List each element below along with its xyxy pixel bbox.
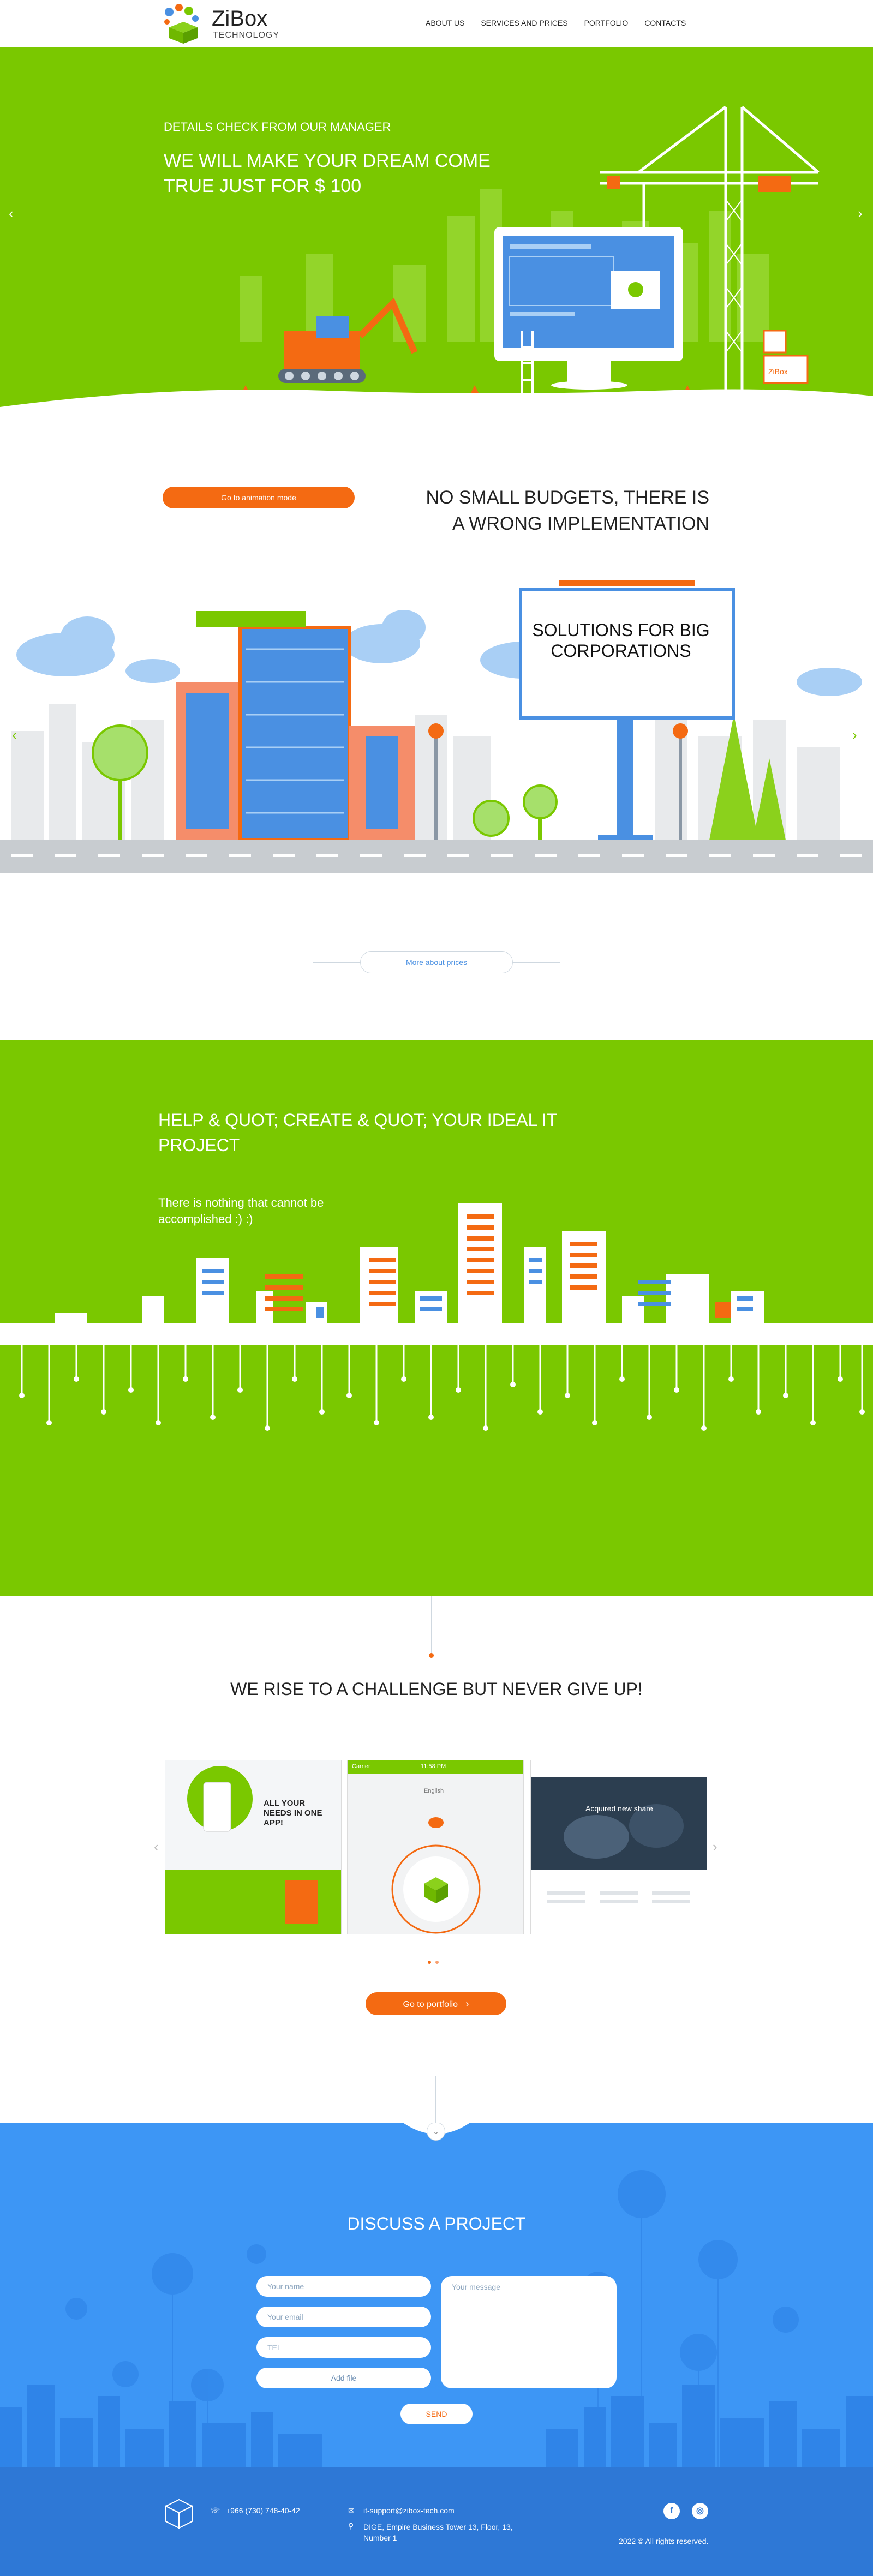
mobile-thumb-illustration [348, 1760, 523, 1934]
project-subtitle: There is nothing that cannot be accompli… [158, 1196, 324, 1226]
footer-logo-icon [164, 2499, 194, 2529]
budgets-title: NO SMALL BUDGETS, THERE IS A WRONG IMPLE… [426, 487, 709, 534]
logo-name: ZiBox [212, 7, 268, 31]
location-icon: ⚲ [348, 2521, 354, 2530]
connector-line [431, 1596, 432, 1656]
header: ZiBox TECHNOLOGY ABOUT US SERVICES AND P… [0, 0, 873, 47]
hero-prev-arrow[interactable]: ‹ [9, 205, 14, 221]
mail-icon: ✉ [348, 2506, 355, 2515]
construction-illustration: ZiBox [0, 106, 873, 418]
contact-background-illustration [0, 2123, 873, 2467]
connector-line-lower [435, 2076, 436, 2123]
carousel-dot[interactable] [435, 1961, 439, 1964]
city-prev-arrow[interactable]: ‹ [12, 727, 17, 743]
portfolio-title: WE RISE TO A CHALLENGE BUT NEVER GIVE UP… [230, 1679, 643, 1699]
footer-copyright: 2022 © All rights reserved. [619, 2537, 709, 2545]
hero-section: ZiBox DETAILS CHECK FROM OUR MANAGER WE … [0, 47, 873, 418]
scroll-down-circle[interactable]: ⌄ [427, 2123, 445, 2141]
logo-subtitle: TECHNOLOGY [213, 31, 280, 40]
connector-dot [429, 1653, 434, 1658]
footer-address: DIGE, Empire Business Tower 13, Floor, 1… [363, 2523, 513, 2542]
project-title: HELP & QUOT; CREATE & QUOT; YOUR IDEAL I… [158, 1110, 557, 1155]
go-to-portfolio-button[interactable]: Go to portfolio › [366, 1992, 506, 2015]
portfolio-thumb-mobile[interactable]: Carrier 11:58 PM English [347, 1760, 524, 1934]
facebook-icon[interactable]: f [663, 2503, 680, 2519]
business-thumb-text: Acquired new share [585, 1804, 653, 1813]
portfolio-prev-arrow[interactable]: ‹ [154, 1838, 159, 1855]
name-input[interactable] [256, 2276, 431, 2297]
crate-label: ZiBox [768, 367, 788, 376]
portfolio-thumb-business[interactable]: Acquired new share [530, 1760, 707, 1934]
message-textarea[interactable] [441, 2276, 617, 2388]
nav-services-and-prices[interactable]: SERVICES AND PRICES [481, 19, 568, 27]
portfolio-section: WE RISE TO A CHALLENGE BUT NEVER GIVE UP… [0, 1596, 873, 2123]
budgets-section: Go to animation mode NO SMALL BUDGETS, T… [0, 418, 873, 1040]
send-button[interactable]: SEND [400, 2404, 473, 2424]
circuit-city-illustration [0, 1203, 873, 1431]
logo-box-icon [164, 4, 199, 44]
mobile-status-time: 11:58 PM [421, 1763, 446, 1770]
footer-email[interactable]: it-support@zibox-tech.com [363, 2506, 455, 2515]
phone-icon: ☏ [211, 2506, 220, 2515]
app-thumb-text: ALL YOUR NEEDS IN ONE APP! [264, 1799, 322, 1828]
nav-about-us[interactable]: ABOUT US [426, 19, 465, 27]
chevron-right-icon: › [465, 1998, 469, 2009]
hero-subtitle: DETAILS CHECK FROM OUR MANAGER [164, 120, 391, 134]
portfolio-thumb-app[interactable]: ALL YOUR NEEDS IN ONE APP! [165, 1760, 342, 1934]
main-nav: ABOUT US SERVICES AND PRICES PORTFOLIO C… [426, 19, 686, 27]
hero-next-arrow[interactable]: › [858, 205, 863, 221]
hero-title: WE WILL MAKE YOUR DREAM COME TRUE JUST F… [164, 151, 491, 196]
nav-contacts[interactable]: CONTACTS [644, 19, 686, 27]
mobile-status-carrier: Carrier [352, 1763, 370, 1770]
contact-section: ⌄ DISCUSS A PROJECT Add file SEND ☏ +966… [0, 2123, 873, 2576]
logo[interactable]: ZiBox TECHNOLOGY [162, 3, 282, 44]
email-input[interactable] [256, 2307, 431, 2327]
city-next-arrow[interactable]: › [852, 727, 857, 743]
animation-mode-button[interactable]: Go to animation mode [163, 487, 355, 508]
billboard-text: SOLUTIONS FOR BIG CORPORATIONS [532, 620, 710, 661]
portfolio-button-label: Go to portfolio [403, 1999, 458, 2009]
business-thumb-illustration [531, 1760, 707, 1934]
footer-phone[interactable]: +966 (730) 748-40-42 [226, 2506, 300, 2515]
more-about-prices-link[interactable]: More about prices [360, 951, 513, 973]
instagram-icon[interactable]: ◎ [692, 2503, 708, 2519]
footer: ☏ +966 (730) 748-40-42 ✉ it-support@zibo… [0, 2467, 873, 2576]
project-section: HELP & QUOT; CREATE & QUOT; YOUR IDEAL I… [0, 1040, 873, 1596]
nav-portfolio[interactable]: PORTFOLIO [584, 19, 629, 27]
city-illustration [0, 580, 873, 873]
chevron-down-icon: ⌄ [433, 2127, 439, 2136]
mobile-language: English [424, 1788, 444, 1794]
add-file-button[interactable]: Add file [256, 2368, 431, 2388]
carousel-dot-active[interactable] [428, 1961, 431, 1964]
app-thumb-illustration [165, 1760, 341, 1934]
contact-title: DISCUSS A PROJECT [347, 2214, 526, 2233]
portfolio-next-arrow[interactable]: › [713, 1838, 717, 1855]
tel-input[interactable] [256, 2337, 431, 2358]
